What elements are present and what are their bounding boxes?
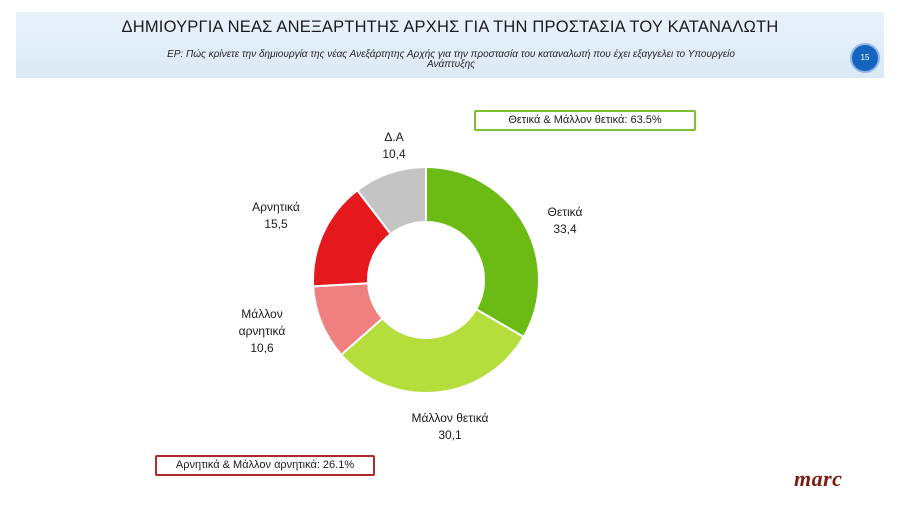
slice-category-label-3-2: αρνητικά (239, 324, 286, 338)
page-title: ΔΗΜΙΟΥΡΓΙΑ ΝΕΑΣ ΑΝΕΞΑΡΤΗΤΗΣ ΑΡΧΗΣ ΓΙΑ ΤΗ… (121, 18, 779, 36)
page-number-badge: 15 (852, 45, 878, 71)
slice-value-label-4: 15,5 (264, 217, 288, 231)
slice-category-label-4-1: Αρνητικά (252, 200, 300, 214)
negative-summary-box: Αρνητικά & Μάλλον αρνητικά: 26.1% (155, 455, 375, 476)
survey-question: ΕΡ: Πώς κρίνετε την δημιουργία της νέας … (106, 50, 796, 70)
survey-question-line-1: ΕΡ: Πώς κρίνετε την δημιουργία της νέας … (167, 49, 735, 60)
slice-category-label-3-1: Μάλλον (241, 307, 282, 321)
donut-slice-5 (355, 165, 427, 236)
donut-slice-2 (339, 307, 525, 394)
survey-question-line-2: Ανάπτυξης (426, 59, 475, 70)
slice-category-label-2-1: Μάλλον θετικά (412, 411, 489, 425)
slice-value-label-5: 10,4 (382, 147, 406, 161)
slice-value-label-2: 30,1 (438, 428, 462, 442)
slice-value-label-3: 10,6 (250, 341, 274, 355)
slice-value-label-1: 33,4 (553, 222, 577, 236)
marc-logo: marc (794, 466, 843, 491)
header-banner: ΔΗΜΙΟΥΡΓΙΑ ΝΕΑΣ ΑΝΕΞΑΡΤΗΤΗΣ ΑΡΧΗΣ ΓΙΑ ΤΗ… (16, 12, 884, 78)
positive-summary-box: Θετικά & Μάλλον θετικά: 63.5% (474, 110, 696, 131)
slice-category-label-1-1: Θετικά (548, 205, 583, 219)
donut-slice-1 (425, 165, 540, 339)
slice-category-label-5-1: Δ.Α (384, 130, 403, 144)
